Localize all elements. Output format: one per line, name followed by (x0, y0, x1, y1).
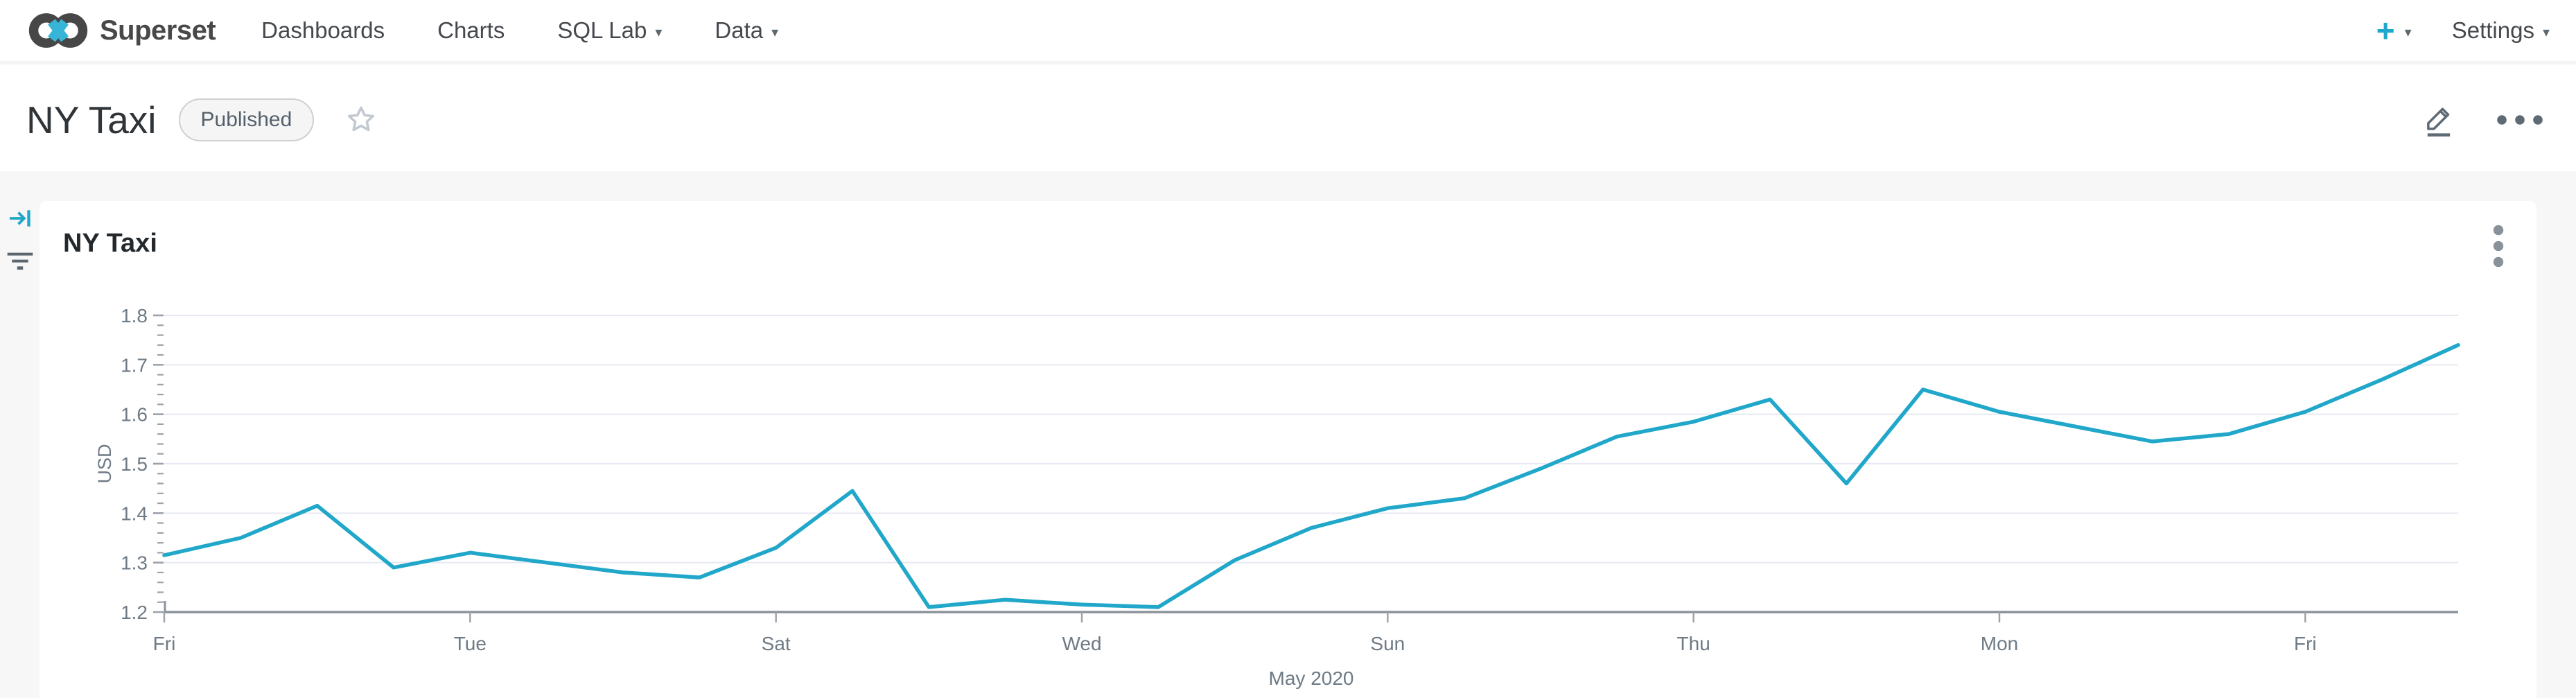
nav-item-sql-lab[interactable]: SQL Lab ▾ (557, 17, 663, 43)
caret-down-icon: ▾ (655, 24, 663, 40)
dashboard-header: NY Taxi Published (0, 68, 2576, 171)
edit-pencil-icon[interactable] (2421, 101, 2456, 139)
svg-text:1.8: 1.8 (121, 305, 148, 326)
svg-text:1.7: 1.7 (121, 354, 148, 376)
svg-text:1.5: 1.5 (121, 453, 148, 475)
svg-text:Fri: Fri (153, 633, 176, 654)
dashboard-body: NY Taxi 1.2 1.3 1.4 1.5 1.6 1.7 1.8 USD Fri Tue Sa… (0, 171, 2576, 698)
svg-text:Mon: Mon (1981, 633, 2018, 654)
favorite-star-icon[interactable] (344, 103, 378, 137)
top-navbar: Superset Dashboards Charts SQL Lab ▾ Dat… (0, 0, 2576, 64)
ellipsis-menu-icon[interactable] (2495, 113, 2545, 127)
svg-text:1.3: 1.3 (121, 552, 148, 574)
header-actions (2421, 101, 2545, 139)
nav-right-cluster: + ▾ Settings ▾ (2376, 15, 2550, 46)
svg-text:Thu: Thu (1677, 633, 1710, 654)
svg-text:USD: USD (94, 444, 115, 483)
new-item-button[interactable]: + ▾ (2376, 15, 2412, 46)
caret-down-icon: ▾ (771, 24, 779, 40)
chart-card: NY Taxi 1.2 1.3 1.4 1.5 1.6 1.7 1.8 USD Fri Tue Sa… (40, 201, 2536, 698)
brand-name: Superset (100, 15, 216, 46)
svg-text:Wed: Wed (1062, 633, 1101, 654)
svg-text:Sat: Sat (762, 633, 791, 654)
line-chart: 1.2 1.3 1.4 1.5 1.6 1.7 1.8 USD Fri Tue Sat Wed Sun T… (94, 305, 2460, 689)
chart-title: NY Taxi (63, 229, 157, 258)
svg-text:May 2020: May 2020 (1269, 668, 1354, 689)
svg-text:Fri: Fri (2294, 633, 2317, 654)
superset-brand[interactable]: Superset (26, 9, 216, 52)
svg-text:Tue: Tue (454, 633, 487, 654)
caret-down-icon: ▾ (2404, 24, 2412, 40)
svg-text:1.6: 1.6 (121, 404, 148, 426)
caret-down-icon: ▾ (2542, 24, 2550, 40)
svg-text:1.4: 1.4 (121, 503, 148, 524)
nav-item-charts[interactable]: Charts (437, 17, 505, 43)
svg-text:Sun: Sun (1370, 633, 1405, 654)
kebab-menu-icon[interactable] (2491, 223, 2506, 272)
nav-item-data[interactable]: Data ▾ (715, 17, 779, 43)
svg-text:1.2: 1.2 (121, 602, 148, 623)
published-badge[interactable]: Published (178, 98, 315, 141)
nav-menu: Dashboards Charts SQL Lab ▾ Data ▾ (261, 17, 778, 44)
filter-rail (0, 171, 40, 698)
expand-filter-bar-icon[interactable] (6, 204, 34, 236)
nav-item-dashboards[interactable]: Dashboards (261, 17, 385, 43)
settings-menu[interactable]: Settings ▾ (2451, 17, 2550, 43)
superset-logo-icon (26, 9, 90, 52)
dashboard-title: NY Taxi (26, 98, 157, 141)
filter-icon[interactable] (6, 246, 34, 277)
plus-icon: + (2376, 12, 2395, 49)
